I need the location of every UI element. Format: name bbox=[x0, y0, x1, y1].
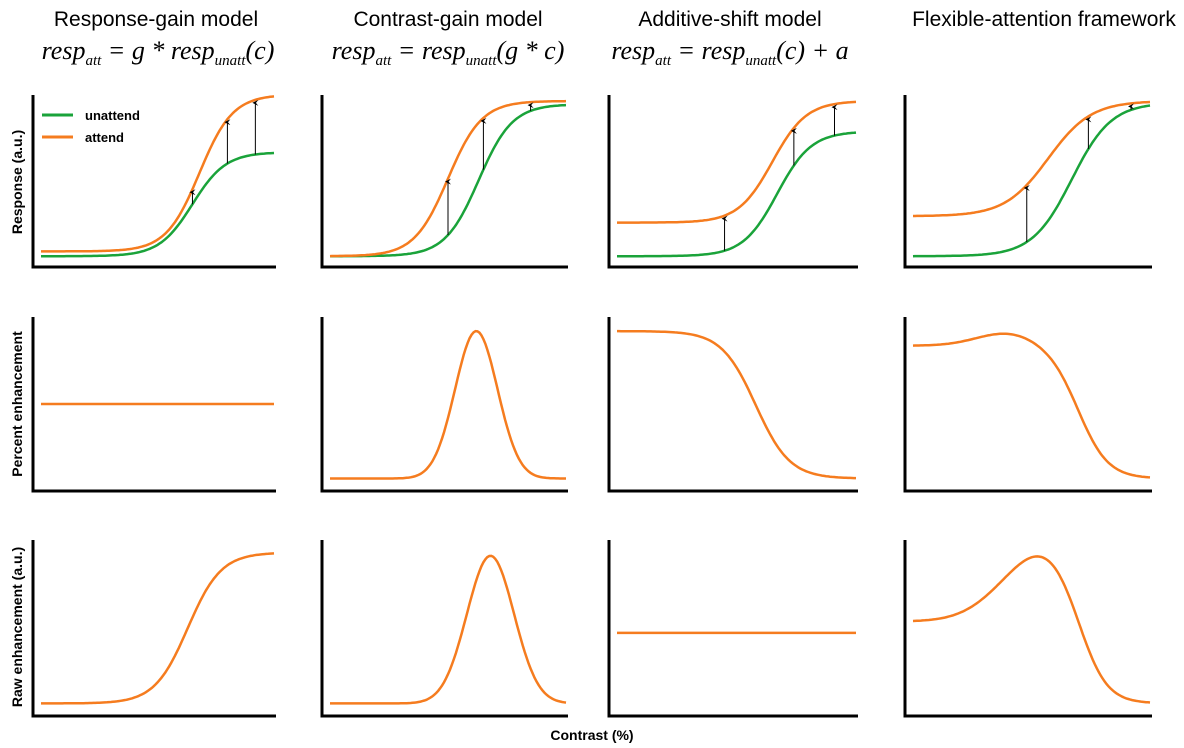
axes bbox=[607, 540, 858, 718]
axes bbox=[903, 317, 1152, 493]
legend: unattend attend bbox=[42, 108, 140, 145]
panel-r1-c3 bbox=[607, 95, 858, 269]
eq-arg: (g * c) bbox=[496, 36, 565, 65]
legend-attend-label: attend bbox=[85, 130, 124, 145]
axes bbox=[320, 317, 568, 493]
panel-r1-c1 bbox=[31, 95, 276, 269]
axes bbox=[31, 540, 276, 718]
series-attend-line bbox=[330, 329, 566, 480]
series-unattend-line bbox=[617, 131, 857, 258]
eq-rhs: = g * resp bbox=[101, 36, 215, 65]
series-attend-line bbox=[617, 329, 856, 480]
panel-r2-c2 bbox=[320, 317, 568, 493]
panel-r1-c4 bbox=[903, 95, 1152, 269]
eq-lhs-sub: att bbox=[655, 53, 672, 70]
axes bbox=[320, 540, 568, 718]
eq-arg: (c) bbox=[245, 36, 275, 65]
series-attend-line bbox=[912, 332, 1151, 479]
series-unattend-line bbox=[41, 151, 275, 258]
series-attend-line bbox=[912, 555, 1151, 704]
eq-rhs: = resp bbox=[391, 36, 466, 65]
column-title-flexible-attention: Flexible-attention framework bbox=[912, 8, 1176, 31]
panel-r2-c1 bbox=[31, 317, 276, 493]
axes bbox=[31, 95, 276, 269]
axes bbox=[903, 95, 1152, 269]
eq-arg: (c) + a bbox=[776, 36, 849, 65]
series-attend-line bbox=[41, 552, 275, 705]
series-unattend-line bbox=[912, 104, 1151, 258]
series-attend-line bbox=[41, 95, 275, 253]
axes bbox=[607, 95, 858, 269]
x-axis-label: Contrast (%) bbox=[550, 727, 634, 743]
equation-additive-shift: respatt = respunatt(c) + a bbox=[582, 36, 878, 70]
equation-contrast-gain: respatt = respunatt(g * c) bbox=[300, 36, 596, 70]
eq-rhs: = resp bbox=[671, 36, 746, 65]
panel-r3-c2 bbox=[320, 540, 568, 718]
eq-rhs-sub: unatt bbox=[745, 53, 777, 70]
series-attend-line bbox=[913, 100, 1151, 218]
eq-lhs: resp bbox=[611, 36, 656, 65]
panel-r2-c3 bbox=[607, 317, 858, 493]
axes bbox=[903, 540, 1152, 718]
panel-r3-c1 bbox=[31, 540, 276, 718]
eq-rhs-sub: unatt bbox=[214, 53, 246, 70]
eq-rhs-sub: unatt bbox=[465, 53, 497, 70]
series-attend-line bbox=[617, 100, 857, 224]
panel-r3-c3 bbox=[607, 540, 858, 718]
eq-lhs-sub: att bbox=[85, 53, 102, 70]
axes bbox=[31, 317, 276, 493]
series-attend-line bbox=[329, 99, 567, 258]
eq-lhs-sub: att bbox=[375, 53, 392, 70]
series-attend-line bbox=[330, 554, 567, 705]
column-title-response-gain: Response-gain model bbox=[53, 8, 259, 31]
equation-response-gain: respatt = g * respunatt(c) bbox=[10, 36, 306, 70]
axes bbox=[320, 95, 568, 269]
panel-r1-c2 bbox=[320, 95, 568, 269]
column-title-contrast-gain: Contrast-gain model bbox=[353, 8, 543, 31]
eq-lhs: resp bbox=[331, 36, 376, 65]
column-title-additive-shift: Additive-shift model bbox=[638, 8, 822, 31]
axes bbox=[607, 317, 858, 493]
panel-r3-c4 bbox=[903, 540, 1152, 718]
eq-lhs: resp bbox=[41, 36, 86, 65]
legend-unattend-label: unattend bbox=[85, 108, 140, 123]
panel-r2-c4 bbox=[903, 317, 1152, 493]
